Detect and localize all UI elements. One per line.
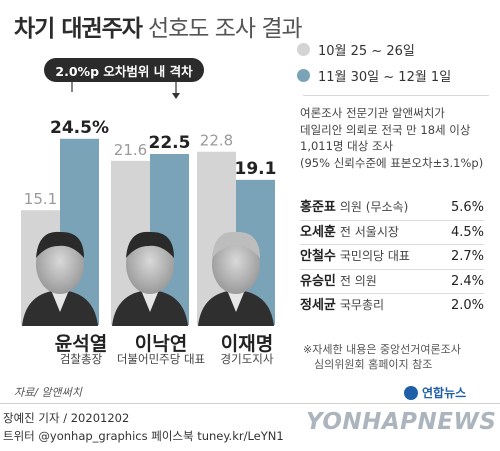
other-value: 5.6% xyxy=(450,200,484,215)
candidate-name: 이재명 xyxy=(220,333,274,355)
badge-pointer-arrow xyxy=(172,93,180,99)
detail-note: ※자세한 내용은 중앙선거여론조사 심의위원회 홈페이지 참조 xyxy=(303,342,498,372)
list-item: 안철수 국민의당 대표 2.7% xyxy=(300,245,484,270)
title-sub-text: 선호도 조사 결과 xyxy=(147,16,303,42)
legend: 10월 25 ~ 26일 11월 30일 ~ 12월 1일 xyxy=(297,36,451,88)
legend-divider xyxy=(303,95,489,96)
legend-label-previous: 10월 25 ~ 26일 xyxy=(318,43,415,59)
list-item: 유승민 전 의원 2.4% xyxy=(300,270,484,294)
other-role: 국민의당 대표 xyxy=(339,249,410,263)
other-role: 의원 (무소속) xyxy=(339,200,409,214)
candidate-role: 경기도지사 xyxy=(220,352,274,366)
list-item: 정세균 국무총리 2.0% xyxy=(300,294,484,318)
data-label: 24.5% xyxy=(50,118,109,138)
page-title: 차기 대권주자 선호도 조사 결과 xyxy=(14,9,303,43)
footer-divider xyxy=(0,403,500,404)
other-value: 4.5% xyxy=(450,224,484,240)
other-value: 2.4% xyxy=(450,273,484,289)
list-item: 오세훈 전 서울시장 4.5% xyxy=(300,221,484,245)
candidate-photo xyxy=(22,231,98,326)
brand-logo: 연합뉴스 xyxy=(404,384,466,401)
data-label: 15.1 xyxy=(24,190,57,208)
other-name: 오세훈 xyxy=(300,224,336,240)
detail-note-line: 심의위원회 홈페이지 참조 xyxy=(314,358,433,371)
candidate-name: 이낙연 xyxy=(134,333,188,355)
candidate-name: 윤석열 xyxy=(54,333,108,355)
other-role: 전 의원 xyxy=(339,273,377,288)
other-role: 전 서울시장 xyxy=(339,224,399,239)
survey-note: 여론조사 전문기관 알앤써치가 데일리안 의뢰로 전국 만 18세 이상 1,0… xyxy=(300,105,500,171)
legend-item-previous: 10월 25 ~ 26일 xyxy=(297,36,451,62)
brand-logo-icon xyxy=(404,385,418,400)
data-label: 21.6 xyxy=(114,141,147,159)
social-line: 트위터 @yonhap_graphics 페이스북 tuney.kr/LeYN1 xyxy=(3,429,284,443)
other-name: 정세균 xyxy=(300,298,336,313)
margin-badge: 2.0%p 오차범위 내 격차 xyxy=(44,58,204,82)
candidate-photo xyxy=(112,231,188,326)
candidate-role: 검찰총장 xyxy=(59,352,103,366)
survey-note-line: 1,011명 대상 조사 xyxy=(300,139,394,153)
candidate-photo xyxy=(198,231,274,326)
watermark: YONHAPNEWS xyxy=(306,409,497,435)
data-label: 22.5 xyxy=(149,133,191,153)
legend-item-current: 11월 30일 ~ 12월 1일 xyxy=(297,62,451,88)
list-item: 홍준표 의원 (무소속) 5.6% xyxy=(300,196,484,221)
legend-swatch-previous xyxy=(297,42,310,56)
data-label: 22.8 xyxy=(200,132,233,150)
brand-logo-text: 연합뉴스 xyxy=(422,386,467,400)
detail-note-line: ※자세한 내용은 중앙선거여론조사 xyxy=(303,343,461,356)
title-main-text: 차기 대권주자 xyxy=(14,16,143,42)
source-note: 자료/ 알앤써치 xyxy=(14,386,82,399)
data-label: 19.1 xyxy=(235,159,277,179)
survey-note-line: (95% 신뢰수준에 표본오차±3.1%p) xyxy=(300,155,484,170)
other-value: 2.7% xyxy=(450,249,484,264)
legend-swatch-current xyxy=(297,68,310,82)
other-role: 국무총리 xyxy=(339,298,385,312)
other-value: 2.0% xyxy=(450,298,484,313)
other-candidates-list: 홍준표 의원 (무소속) 5.6% 오세훈 전 서울시장 4.5% 안철수 국민… xyxy=(300,196,484,318)
candidate-role: 더불어민주당 대표 xyxy=(116,352,206,366)
other-name: 홍준표 xyxy=(300,200,336,215)
survey-note-line: 데일리안 의뢰로 전국 만 18세 이상 xyxy=(300,122,471,137)
survey-note-line: 여론조사 전문기관 알앤써치가 xyxy=(300,106,445,120)
credit-line: 장예진 기자 / 20201202 xyxy=(3,411,130,425)
other-name: 안철수 xyxy=(300,249,336,264)
other-name: 유승민 xyxy=(300,273,336,289)
legend-label-current: 11월 30일 ~ 12월 1일 xyxy=(318,69,452,85)
